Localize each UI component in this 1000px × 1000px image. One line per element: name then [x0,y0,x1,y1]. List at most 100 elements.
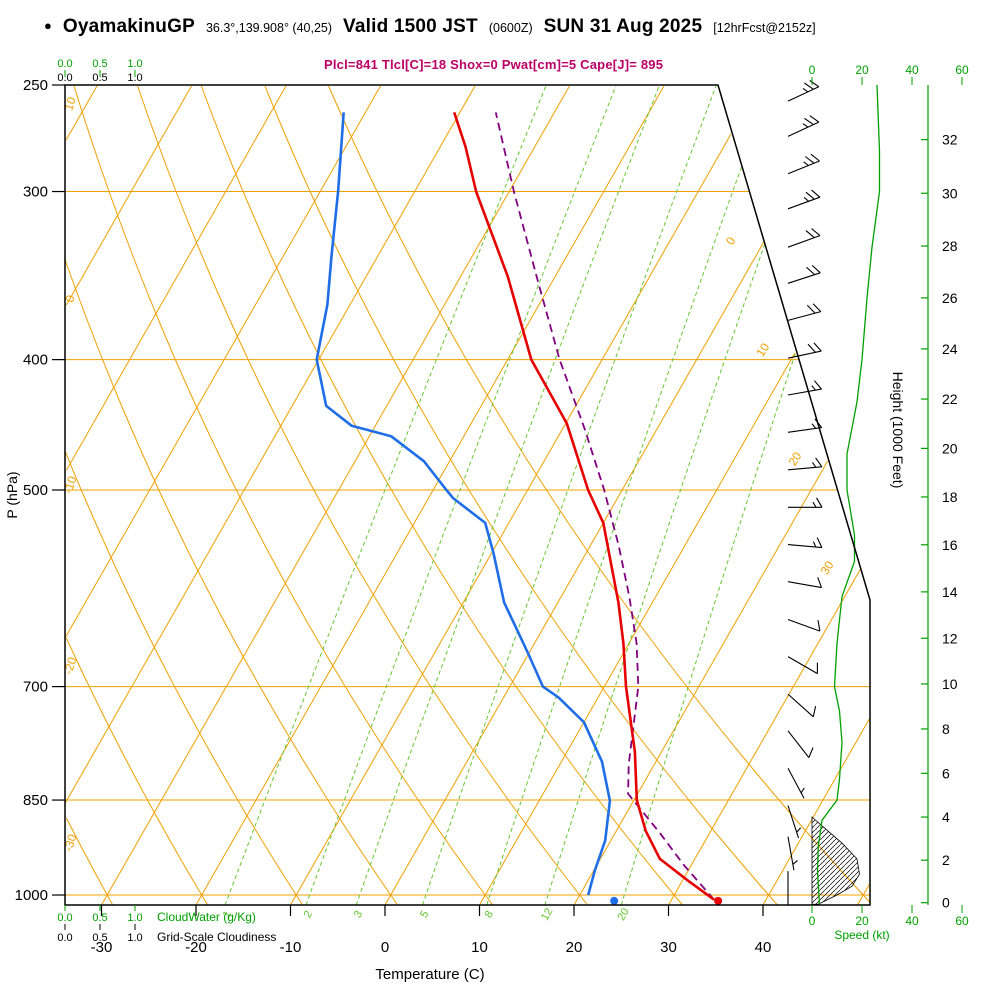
height-tick-label: 6 [942,765,950,781]
cloudiness-tick-label-top: 0.0 [57,72,72,84]
wind-barb-half-feather [803,161,809,166]
station-name: OyamakinuGP [62,16,195,37]
wind-speed-curve [816,84,881,905]
dry-adiabat-label: -20 [61,655,80,676]
speed-tick-label-top: 60 [955,63,969,77]
cloudwater-tick-label-top: 0.0 [57,58,72,70]
wind-barb [787,577,823,589]
wind-barb [788,497,823,508]
wind-barb-feather [805,230,815,239]
wind-barb-feather [813,342,822,352]
wind-barb [787,805,802,839]
height-tick-label: 8 [942,721,950,737]
isotherm-label: 20 [786,449,805,468]
mixing-ratio-label: 8 [482,909,495,920]
wind-barb-half-feather [802,123,809,128]
wind-barb-feather [812,705,817,717]
wind-barb-half-feather [812,501,817,508]
mixing-ratio-label: 3 [352,909,365,920]
isotherm-line [668,568,861,906]
wind-barb [787,342,822,359]
temperature-tick-label: 30 [660,939,677,956]
wind-barb-staff [787,272,821,284]
isotherm-line [290,133,732,906]
height-tick-label: 22 [942,391,958,407]
wind-barb-feather [806,266,815,276]
wind-barb-feather [804,82,814,90]
wind-barb-half-feather [811,385,817,391]
pressure-tick-label: 700 [23,679,48,696]
wind-barb-half-feather [792,859,798,865]
speed-tick-label-top: 20 [855,63,869,77]
wind-barb-staff [787,160,820,175]
dry-adiabat-line [64,259,399,906]
temperature-tick-label: -10 [280,939,302,956]
dry-adiabat-label: -30 [61,832,80,853]
height-tick-label: 0 [942,895,950,911]
mixing-ratio-label: 1 [221,909,234,920]
wind-barb-feather [817,577,823,588]
temperature-tick-label: 20 [566,939,583,956]
height-tick-label: 30 [942,185,958,201]
isotherm-label: 10 [753,340,772,359]
height-tick-label: 28 [942,238,958,254]
cloudiness-tick-label-top: 0.5 [92,72,107,84]
wind-barb-half-feather [796,827,802,833]
valid-date: SUN 31 Aug 2025 [543,16,703,37]
wind-barb-staff [787,427,822,433]
wind-barb-staff [787,350,822,359]
mixing-ratio-line [422,85,717,906]
dry-adiabat-line [65,637,209,906]
speed-axis-title: Speed (kt) [834,928,889,942]
wind-barb [787,693,817,718]
wind-barb-feather [806,304,816,314]
height-tick-label: 26 [942,290,958,306]
cloudiness-tick-label-bottom: 0.0 [57,932,72,944]
cloudiness-tick-label-bottom: 1.0 [127,932,142,944]
valid-time-utc: (0600Z) [488,21,533,35]
cloudwater-tick-label-top: 1.0 [127,58,142,70]
wind-barb-staff [787,235,821,248]
height-tick-label: 12 [942,630,958,646]
isotherm-line [65,85,98,141]
wind-barb-staff [787,311,821,321]
pressure-axis-title: P (hPa) [4,471,20,518]
dry-adiabat-label: 0 [63,293,78,304]
mixing-ratio-lines [224,85,796,906]
isotherm-line [195,85,665,906]
dry-adiabat-label: 10 [61,95,79,112]
sounding-profiles [315,84,881,905]
isotherm-line [101,85,570,906]
wind-barb-half-feather [812,541,817,548]
wind-barb-staff [787,693,814,718]
wind-barb-feather [817,620,821,632]
cloudwater-axis-title: CloudWater (g/Kg) [157,910,256,924]
wind-barb-feather [815,457,823,468]
height-tick-label: 18 [942,489,958,505]
dry-adiabat-line [65,451,304,906]
wind-barb [787,836,798,871]
surface-temperature-dot [714,896,723,905]
mixing-ratio-line [305,85,617,906]
isotherm-line [65,85,192,306]
wind-barb-staff [787,656,818,675]
height-tick-label: 16 [942,537,958,553]
temperature-tick-label: 10 [471,939,488,956]
forecast-info: [12hrFcst@2152z] [713,21,816,35]
wind-barb-feather [808,747,814,758]
wind-barb-staff [787,730,810,758]
cloudiness-tick-label-top: 1.0 [127,72,142,84]
dry-adiabat-line [200,85,683,906]
wind-barb-feather [809,115,820,123]
wind-barb [787,618,821,632]
height-tick-label: 20 [942,440,958,456]
isotherm-line [857,883,870,906]
wind-barb [787,537,823,549]
isotherm-line [384,241,765,906]
wind-barb [787,303,822,321]
mixing-ratio-label: 5 [418,909,431,920]
wind-barb [787,730,814,758]
wind-barb-feather [812,303,822,312]
